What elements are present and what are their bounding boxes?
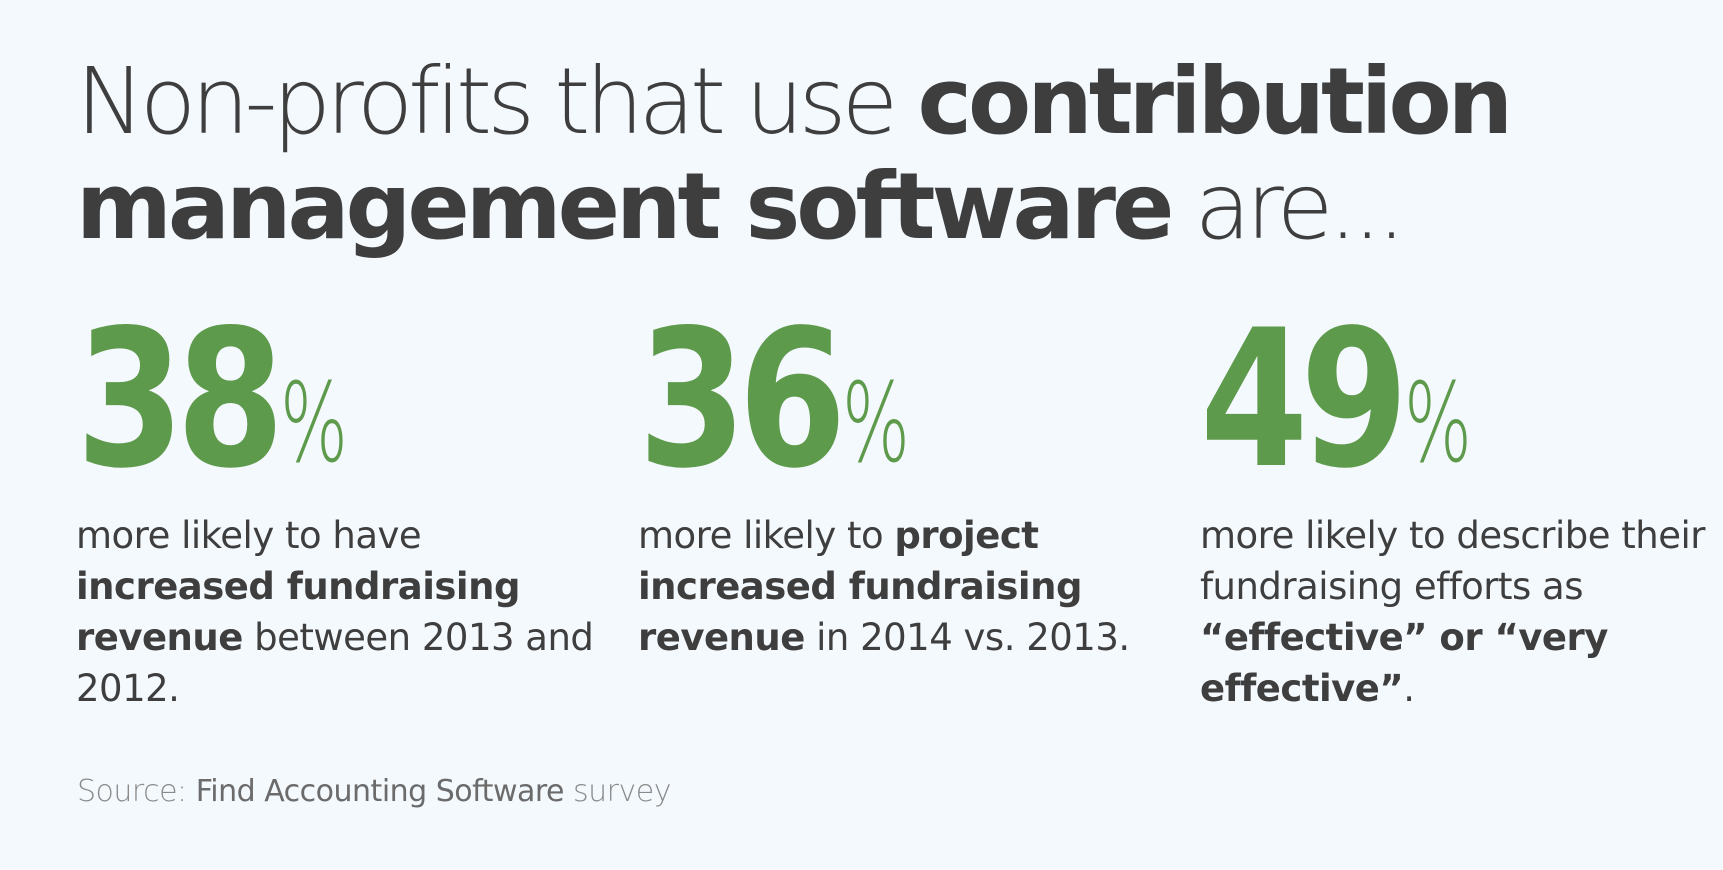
- stat-value: 36: [638, 289, 847, 510]
- stat-description: more likely to have increased fundraisin…: [76, 510, 596, 714]
- stat-figure: 49 %: [1200, 289, 1720, 510]
- headline-bold-text: management software: [76, 153, 1174, 260]
- desc-text: more likely to have: [76, 514, 422, 557]
- stat-description: more likely to project increased fundrai…: [638, 510, 1158, 663]
- source-label: Source:: [77, 774, 196, 809]
- headline-light-text: are...: [1170, 153, 1407, 260]
- stat-card: 49 % more likely to describe their fundr…: [1200, 289, 1720, 714]
- desc-text: more likely to: [638, 514, 895, 557]
- percent-sign: %: [842, 359, 911, 487]
- percent-sign: %: [280, 359, 349, 487]
- desc-text: .: [1403, 667, 1415, 710]
- desc-emphasis: project increased fundraising revenue: [638, 514, 1082, 659]
- source-tail: survey: [564, 774, 671, 809]
- percent-sign: %: [1404, 359, 1473, 487]
- stat-description: more likely to describe their fundraisin…: [1200, 510, 1720, 714]
- desc-text: more likely to describe their fundraisin…: [1200, 514, 1705, 608]
- desc-text: in 2014 vs. 2013.: [804, 616, 1130, 659]
- source-organization: Find Accounting Software: [195, 774, 565, 809]
- source-citation: Source: Find Accounting Software survey: [77, 774, 671, 809]
- headline-light-text: Non-profits that use: [76, 48, 918, 155]
- stat-value: 49: [1200, 289, 1409, 510]
- headline-line-2: management software are...: [76, 153, 1576, 258]
- desc-emphasis: “effective” or “very effective”: [1200, 616, 1608, 710]
- desc-emphasis: increased fundraising revenue: [76, 565, 520, 659]
- headline-line-1: Non-profits that use contribution: [76, 48, 1576, 153]
- stat-card: 36 % more likely to project increased fu…: [638, 289, 1158, 663]
- stat-card: 38 % more likely to have increased fundr…: [76, 289, 596, 714]
- stat-value: 38: [76, 289, 285, 510]
- desc-text: between 2013 and 2012.: [76, 616, 594, 710]
- headline-bold-text: contribution: [917, 48, 1513, 155]
- headline: Non-profits that use contribution manage…: [76, 48, 1576, 258]
- stat-figure: 38 %: [76, 289, 596, 510]
- stat-figure: 36 %: [638, 289, 1158, 510]
